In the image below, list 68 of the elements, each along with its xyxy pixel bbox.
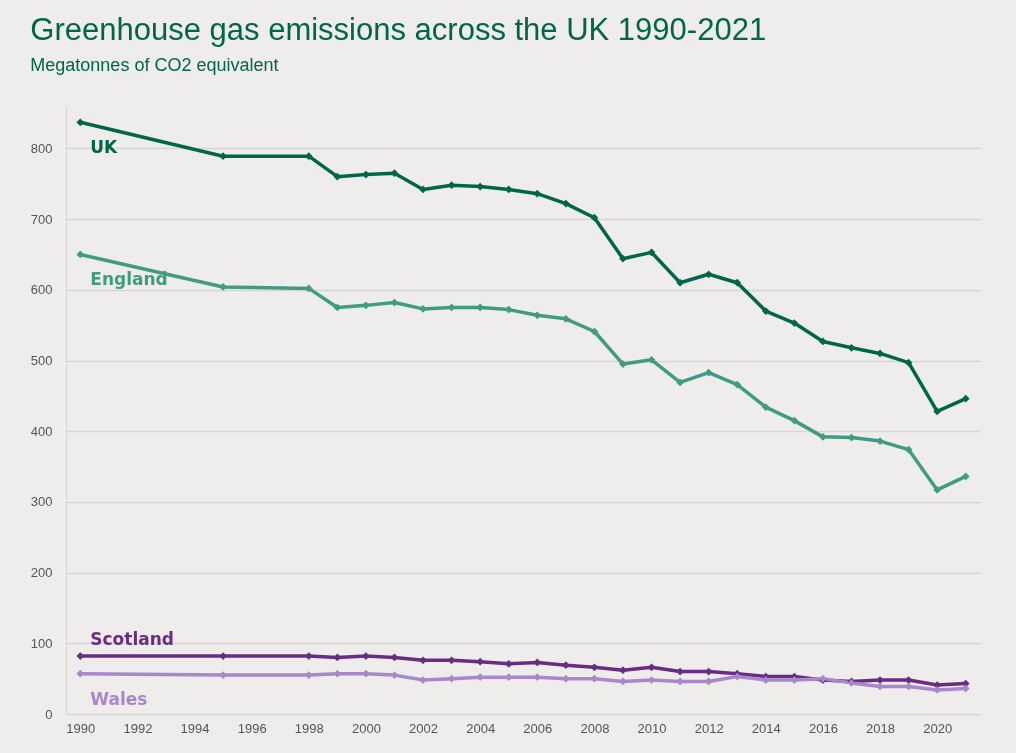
- x-tick-label: 2018: [866, 720, 895, 736]
- point: [761, 403, 770, 412]
- point: [676, 378, 684, 387]
- point: [362, 301, 370, 310]
- x-tick-label: 1998: [294, 720, 324, 736]
- point: [362, 669, 370, 678]
- point: [76, 250, 85, 259]
- y-tick-label: 300: [30, 494, 53, 510]
- point: [533, 189, 542, 198]
- series-label: UK: [90, 137, 119, 158]
- series-label: England: [90, 269, 168, 290]
- point: [819, 337, 827, 346]
- point: [933, 486, 942, 494]
- point: [819, 432, 827, 441]
- point: [619, 666, 627, 675]
- point: [876, 349, 884, 358]
- x-tick-label: 2006: [523, 720, 553, 736]
- point: [419, 185, 427, 194]
- point: [676, 278, 684, 287]
- point: [961, 394, 970, 403]
- point: [933, 407, 942, 416]
- chart-subtitle: Megatonnes of CO2 equivalent: [30, 55, 279, 75]
- x-tick-label: 2004: [466, 720, 496, 736]
- y-tick-label: 100: [30, 635, 53, 651]
- y-tick-label: 700: [30, 211, 53, 227]
- series-label: Wales: [90, 688, 148, 709]
- y-tick-label: 800: [30, 140, 53, 156]
- x-tick-label: 1992: [123, 720, 153, 736]
- point: [590, 213, 599, 222]
- y-tick-label: 0: [45, 706, 53, 722]
- point: [847, 343, 856, 352]
- x-tick-label: 2014: [751, 720, 781, 736]
- x-tick-label: 1996: [237, 720, 267, 736]
- x-tick-label: 2012: [694, 720, 724, 736]
- point: [961, 472, 970, 481]
- y-tick-label: 200: [30, 565, 53, 581]
- point: [904, 445, 913, 454]
- point: [704, 368, 713, 377]
- point: [676, 667, 684, 676]
- point: [647, 355, 656, 364]
- point: [733, 278, 742, 287]
- point: [619, 254, 627, 263]
- x-tick-label: 2016: [808, 720, 838, 736]
- x-tick-label: 2010: [637, 720, 667, 736]
- point: [790, 319, 799, 327]
- point: [76, 118, 85, 127]
- x-tick-label: 2000: [351, 720, 381, 736]
- y-tick-label: 400: [30, 423, 53, 439]
- x-tick-label: 2020: [923, 720, 953, 736]
- point: [561, 199, 570, 208]
- x-tick-label: 1990: [66, 720, 96, 736]
- point: [790, 416, 799, 425]
- point: [647, 248, 656, 257]
- series-label: Scotland: [90, 629, 174, 650]
- x-tick-label: 1994: [180, 720, 210, 736]
- point: [904, 358, 913, 367]
- chart-title: Greenhouse gas emissions across the UK 1990-2021: [30, 12, 767, 47]
- point: [362, 170, 370, 179]
- point: [219, 152, 227, 161]
- point: [733, 380, 742, 389]
- point: [704, 270, 713, 279]
- point: [761, 307, 770, 315]
- x-tick-label: 2002: [409, 720, 438, 736]
- point: [219, 671, 227, 679]
- x-tick-label: 2008: [580, 720, 610, 736]
- point: [419, 656, 427, 665]
- y-tick-label: 600: [30, 282, 53, 298]
- y-tick-label: 500: [30, 353, 53, 369]
